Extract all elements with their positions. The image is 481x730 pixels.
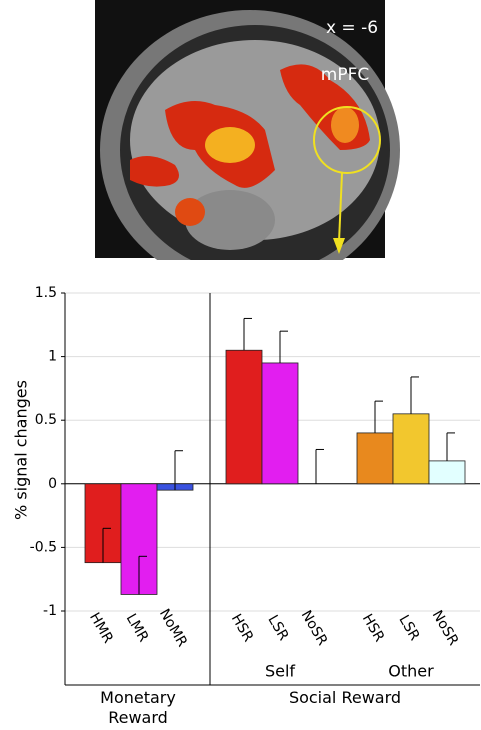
bar: [393, 414, 429, 484]
bar: [429, 461, 465, 484]
group-label: Monetary Reward: [78, 688, 198, 728]
x-tick-label: HSR: [228, 611, 257, 644]
bar: [262, 363, 298, 484]
y-tick-label: -1: [43, 603, 57, 619]
chart: % signal changes -1 -0.5 0 0.5 1 1.5 HMRLMRNoM…: [0, 0, 481, 730]
y-tick-label: 1.5: [35, 285, 57, 301]
bar: [226, 350, 262, 484]
x-tick-label: LMR: [123, 611, 152, 645]
x-tick-label: LSR: [395, 613, 422, 644]
subgroup-label: Self: [265, 662, 295, 681]
group-label: Social Reward: [285, 688, 405, 708]
x-tick-label: HMR: [86, 610, 116, 646]
subgroup-label: Other: [388, 662, 434, 681]
x-tick-label: NoMR: [156, 606, 190, 650]
y-tick-label: -0.5: [30, 539, 57, 555]
x-tick-label: NoSR: [429, 608, 462, 649]
y-tick-label: 0.5: [35, 412, 57, 428]
y-tick-label: 0: [48, 476, 57, 492]
x-tick-label: HSR: [359, 611, 388, 644]
x-tick-label: NoSR: [298, 608, 331, 649]
bar: [357, 433, 393, 484]
figure: x = -6 mPFC % signal changes -1-0.500.51…: [0, 0, 481, 730]
y-tick-label: 1: [48, 349, 57, 365]
y-axis-label: % signal changes: [12, 380, 31, 520]
x-tick-label: LSR: [264, 613, 291, 644]
